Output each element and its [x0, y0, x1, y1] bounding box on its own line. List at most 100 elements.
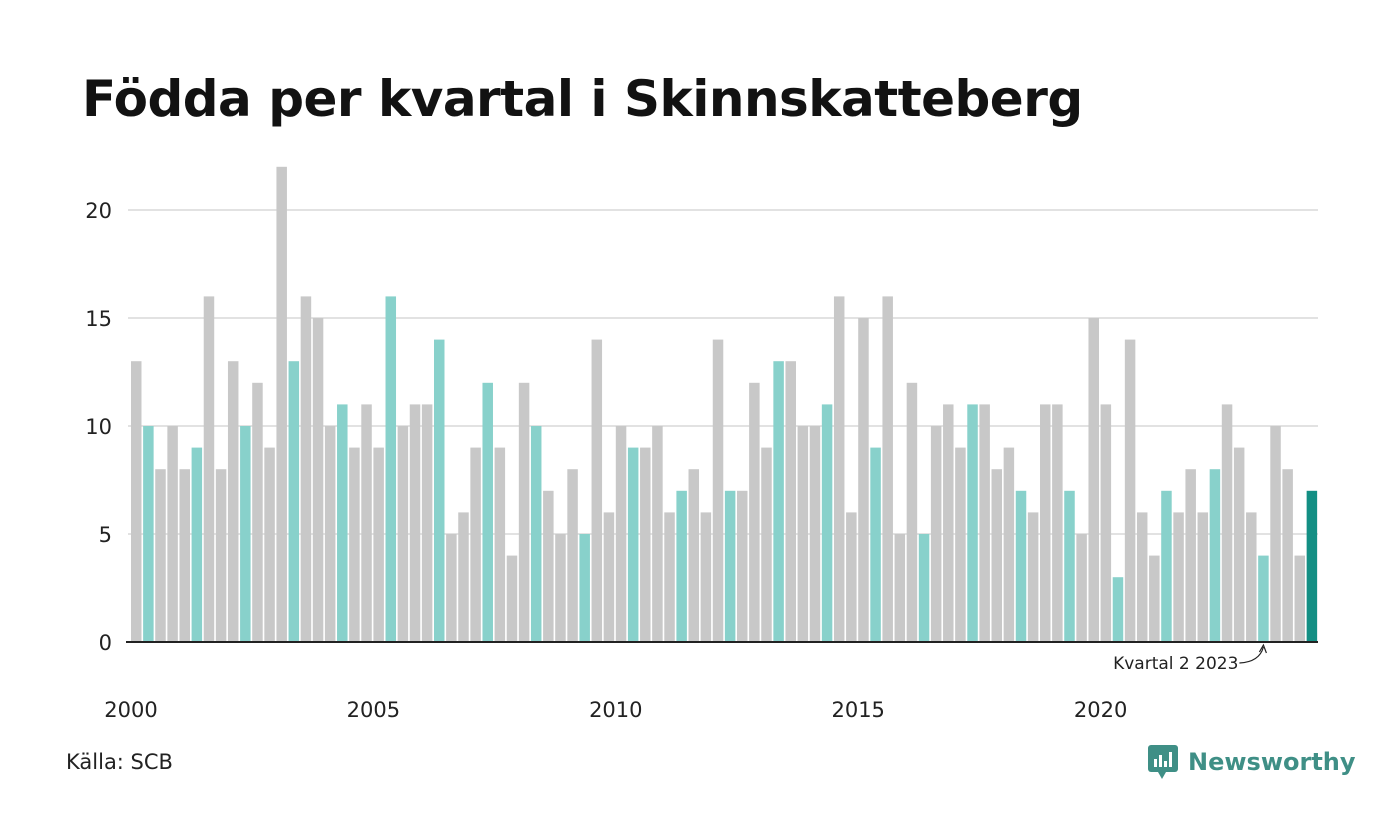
bar: [579, 534, 590, 642]
bar: [1306, 490, 1318, 642]
bar: [470, 447, 481, 642]
brand-name: Newsworthy: [1188, 748, 1356, 776]
bar: [967, 404, 978, 642]
y-tick-label: 20: [85, 199, 112, 223]
bar: [434, 339, 445, 642]
bar: [1233, 447, 1245, 642]
bar: [1173, 512, 1184, 642]
bar: [482, 382, 493, 642]
bar: [749, 382, 760, 642]
bar: [991, 469, 1003, 642]
bar: [409, 404, 421, 642]
bar: [1197, 512, 1209, 642]
chart-title: Födda per kvartal i Skinnskatteberg: [82, 70, 1083, 128]
bar: [664, 512, 675, 642]
bar: [361, 404, 372, 642]
bar: [858, 318, 869, 642]
bar: [1294, 555, 1306, 642]
newsworthy-logo-icon: [1148, 745, 1178, 779]
bar: [761, 447, 772, 642]
bar: [906, 382, 918, 642]
bar: [955, 447, 966, 642]
bar: [640, 447, 651, 642]
bar: [191, 447, 203, 642]
x-tick-label: 2010: [589, 698, 642, 722]
bar: [882, 296, 893, 642]
y-tick-label: 0: [99, 631, 112, 655]
bar: [1282, 469, 1293, 642]
bar: [591, 339, 603, 642]
bar: [240, 426, 251, 642]
bar: [688, 469, 700, 642]
bar: [821, 404, 833, 642]
bar: [603, 512, 615, 642]
x-tick-label: 2015: [831, 698, 884, 722]
bar: [979, 404, 990, 642]
bar: [773, 361, 784, 642]
bar: [227, 361, 239, 642]
bar: [567, 469, 578, 642]
bar: [494, 447, 506, 642]
newsworthy-brand: Newsworthy: [1148, 742, 1356, 782]
bar: [833, 296, 845, 642]
bar: [1064, 490, 1075, 642]
bar: [349, 447, 360, 642]
bar: [1040, 404, 1051, 642]
bar: [1112, 577, 1124, 642]
bar: [737, 490, 748, 642]
bar: [870, 447, 881, 642]
y-tick-label: 5: [99, 523, 112, 547]
bar: [627, 447, 639, 642]
bar: [797, 426, 809, 642]
bar: [530, 426, 542, 642]
bar: [264, 447, 275, 642]
bar: [1124, 339, 1136, 642]
bar: [155, 469, 166, 642]
bar: [143, 426, 154, 642]
bar: [918, 534, 930, 642]
bar: [712, 339, 724, 642]
bar: [131, 361, 142, 642]
bar: [809, 426, 821, 642]
bar: [252, 382, 263, 642]
bar: [785, 361, 796, 642]
bar: [615, 426, 627, 642]
bar: [1003, 447, 1015, 642]
annotation-arrowhead: [1258, 643, 1267, 654]
bar: [1015, 490, 1027, 642]
axes: 0 5 10 15 20 2000 2005 2010 2015 2020: [85, 199, 1318, 722]
bar: [1209, 469, 1221, 642]
bar: [652, 426, 663, 642]
bar: [700, 512, 712, 642]
bar: [1027, 512, 1039, 642]
bar: [1270, 426, 1281, 642]
bar: [1149, 555, 1160, 642]
bar: [373, 447, 384, 642]
bar: [203, 296, 215, 642]
bar: [421, 404, 433, 642]
bar: [446, 534, 457, 642]
bar: [724, 490, 736, 642]
bar: [1088, 318, 1099, 642]
annotation-arrow: [1239, 646, 1264, 664]
bar: [458, 512, 469, 642]
bar: [276, 166, 287, 643]
bar: [676, 490, 687, 642]
bar: [543, 490, 554, 642]
bar: [1246, 512, 1257, 642]
bar: [1136, 512, 1148, 642]
bar: [324, 426, 336, 642]
source-note: Källa: SCB: [66, 750, 173, 774]
bars: [131, 166, 1318, 643]
bar: [1221, 404, 1233, 642]
bar: [1161, 490, 1172, 642]
annotation: Kvartal 2 2023: [1113, 643, 1267, 674]
bar: [397, 426, 409, 642]
bar: [215, 469, 227, 642]
bar: [1185, 469, 1196, 642]
bar: [179, 469, 190, 642]
bar: [518, 382, 530, 642]
bar: [1052, 404, 1063, 642]
bar: [894, 534, 906, 642]
